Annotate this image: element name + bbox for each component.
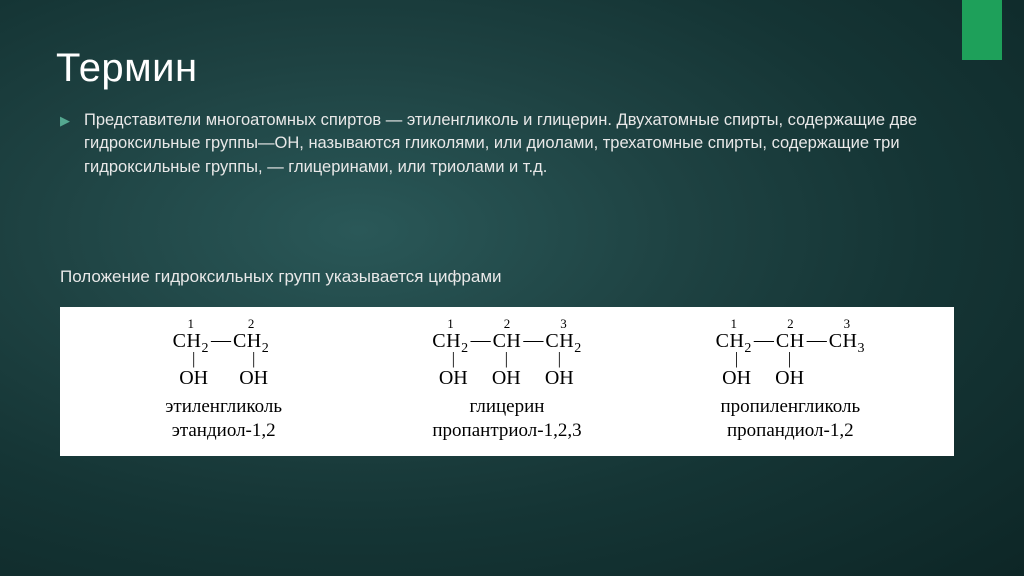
bullet-row: ▶ Представители многоатомных спиртов — э… — [56, 109, 964, 179]
hydroxyl-group: OH — [439, 368, 468, 388]
trivial-name: пропиленгликоль — [649, 396, 932, 418]
bond-bar: | — [452, 351, 455, 367]
carbon-number: 2 — [248, 317, 255, 330]
vertical-bond: |OH — [774, 351, 806, 388]
bond-dash: — — [752, 330, 776, 350]
atom-label: CH — [776, 331, 805, 351]
atoms-row: 1CH2—2CH—3CH2 — [432, 317, 581, 351]
carbon: 2CH2 — [233, 317, 269, 351]
vertical-bond — [822, 351, 864, 388]
hydroxyl-group: OH — [179, 368, 208, 388]
bond-bar: | — [252, 351, 255, 367]
molecule: 1CH2—2CH—3CH2|OH|OH|OHглицеринпропантрио… — [365, 317, 648, 442]
hydroxyl-group: OH — [239, 368, 268, 388]
bond-bar: | — [788, 351, 791, 367]
bond-bar: | — [558, 351, 561, 367]
bond-dash: — — [805, 330, 829, 350]
atom-label: CH3 — [829, 331, 865, 351]
atom-label: CH2 — [233, 331, 269, 351]
accent-bar — [962, 0, 1002, 60]
carbon: 3CH2 — [545, 317, 581, 351]
chemical-structures-box: 1CH2—2CH2|OH|OHэтиленгликольэтандиол-1,2… — [60, 307, 954, 456]
atom-label: CH2 — [173, 331, 209, 351]
carbon-number: 1 — [731, 317, 738, 330]
subheading: Положение гидроксильных групп указываетс… — [56, 267, 964, 287]
bullet-icon: ▶ — [60, 113, 70, 129]
bond-bar: | — [505, 351, 508, 367]
vertical-bond: |OH — [233, 351, 275, 388]
carbon-number: 1 — [447, 317, 454, 330]
structure: 1CH2—2CH—3CH3|OH|OH — [716, 317, 865, 388]
structure: 1CH2—2CH2|OH|OH — [173, 317, 275, 388]
bonds-row: |OH|OH — [173, 351, 275, 388]
vertical-bond: |OH — [716, 351, 758, 388]
iupac-name: пропандиол-1,2 — [649, 420, 932, 442]
carbon-number: 1 — [188, 317, 195, 330]
atom-label: CH2 — [716, 331, 752, 351]
hydroxyl-group: OH — [492, 368, 521, 388]
spacer — [474, 351, 490, 388]
hydroxyl-group: OH — [775, 368, 804, 388]
spacer — [215, 351, 233, 388]
hydroxyl-group: OH — [545, 368, 574, 388]
bond-dash: — — [209, 330, 233, 350]
carbon: 2CH — [776, 317, 805, 351]
bond-bar: | — [192, 351, 195, 367]
bond-bar: | — [735, 351, 738, 367]
bonds-row: |OH|OH|OH — [432, 351, 581, 388]
molecule: 1CH2—2CH2|OH|OHэтиленгликольэтандиол-1,2 — [82, 317, 365, 442]
spacer — [522, 351, 538, 388]
spacer — [806, 351, 822, 388]
vertical-bond: |OH — [538, 351, 580, 388]
slide-title: Термин — [56, 46, 964, 91]
carbon-number: 3 — [560, 317, 567, 330]
vertical-bond: |OH — [490, 351, 522, 388]
carbon: 3CH3 — [829, 317, 865, 351]
carbon: 2CH — [493, 317, 522, 351]
atoms-row: 1CH2—2CH—3CH3 — [716, 317, 865, 351]
carbon: 1CH2 — [173, 317, 209, 351]
carbon-number: 2 — [787, 317, 794, 330]
atom-label: CH2 — [432, 331, 468, 351]
slide-content: Термин ▶ Представители многоатомных спир… — [0, 0, 1024, 456]
atom-label: CH2 — [545, 331, 581, 351]
atoms-row: 1CH2—2CH2 — [173, 317, 275, 351]
structure: 1CH2—2CH—3CH2|OH|OH|OH — [432, 317, 581, 388]
molecule: 1CH2—2CH—3CH3|OH|OH пропиленгликольпропа… — [649, 317, 932, 442]
iupac-name: пропантриол-1,2,3 — [365, 420, 648, 442]
trivial-name: глицерин — [365, 396, 648, 418]
carbon-number: 3 — [844, 317, 851, 330]
spacer — [758, 351, 774, 388]
vertical-bond: |OH — [173, 351, 215, 388]
carbon: 1CH2 — [432, 317, 468, 351]
atom-label: CH — [493, 331, 522, 351]
hydroxyl-group: OH — [722, 368, 751, 388]
trivial-name: этиленгликоль — [82, 396, 365, 418]
vertical-bond: |OH — [432, 351, 474, 388]
bond-dash: — — [521, 330, 545, 350]
iupac-name: этандиол-1,2 — [82, 420, 365, 442]
bonds-row: |OH|OH — [716, 351, 865, 388]
bond-dash: — — [469, 330, 493, 350]
carbon-number: 2 — [504, 317, 511, 330]
carbon: 1CH2 — [716, 317, 752, 351]
paragraph-text: Представители многоатомных спиртов — эти… — [84, 109, 954, 179]
